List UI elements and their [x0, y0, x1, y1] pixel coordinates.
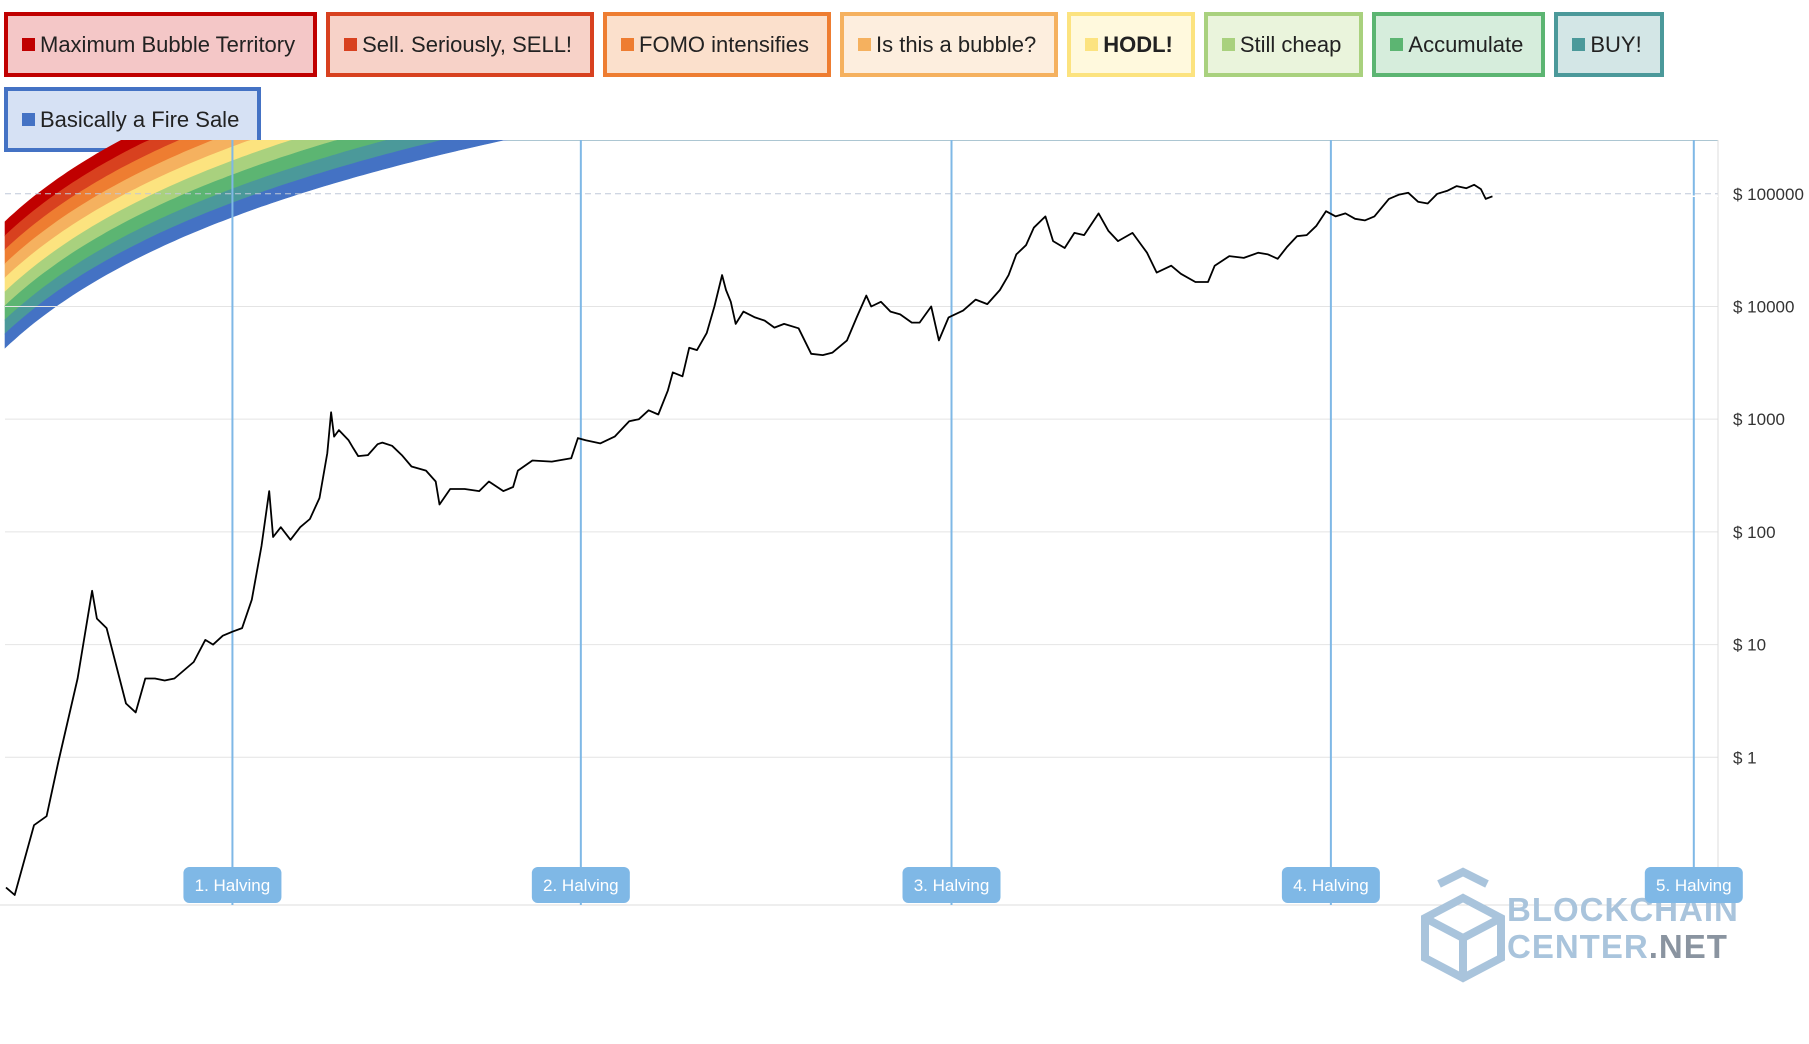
legend-swatch — [1221, 38, 1235, 51]
y-tick-label: $ 10000 — [1733, 297, 1794, 316]
legend-item-6[interactable]: Accumulate — [1372, 12, 1546, 77]
y-tick-label: $ 1 — [1733, 748, 1757, 767]
y-tick-label: $ 1000 — [1733, 410, 1785, 429]
watermark-logo: BLOCKCHAIN CENTER.NET — [1421, 867, 1738, 983]
legend-swatch — [857, 38, 871, 51]
legend-label: HODL! — [1103, 31, 1173, 57]
halving-label: 3. Halving — [914, 876, 990, 895]
legend-swatch — [1390, 38, 1404, 51]
band-6 — [4, 140, 1718, 321]
legend-label: Is this a bubble? — [875, 31, 1037, 57]
halving-lines — [231, 140, 1695, 905]
legend-label: BUY! — [1590, 31, 1642, 57]
watermark-line2b: .NET — [1649, 928, 1728, 965]
grid — [0, 140, 1719, 906]
watermark-line2a: CENTER — [1507, 928, 1649, 965]
legend-label: Accumulate — [1408, 31, 1524, 57]
legend-label: FOMO intensifies — [639, 31, 809, 57]
legend-label: Sell. Seriously, SELL! — [362, 31, 573, 57]
halving-badge — [1281, 867, 1380, 903]
legend-swatch — [621, 38, 635, 51]
legend-label: Still cheap — [1239, 31, 1342, 57]
legend: Maximum Bubble Territory Sell. Seriously,… — [4, 12, 1684, 152]
y-tick-label: $ 10 — [1733, 636, 1766, 655]
y-tick-label: $ 100000 — [1733, 185, 1804, 204]
halving-badge — [183, 867, 282, 903]
legend-label: Maximum Bubble Territory — [40, 31, 296, 57]
blockchain-cube-icon — [1421, 867, 1505, 983]
legend-item-0[interactable]: Maximum Bubble Territory — [4, 12, 318, 77]
legend-swatch — [1085, 38, 1099, 51]
legend-item-4[interactable]: HODL! — [1067, 12, 1195, 77]
halving-label: 4. Halving — [1293, 876, 1369, 895]
svg-text:CENTER.NET: CENTER.NET — [1507, 928, 1728, 965]
y-tick-label: $ 100 — [1733, 523, 1776, 542]
halving-label: 5. Halving — [1656, 876, 1732, 895]
legend-swatch — [22, 38, 35, 51]
legend-swatch — [22, 113, 35, 126]
legend-item-5[interactable]: Still cheap — [1203, 12, 1364, 77]
halving-labels: 1. Halving 2. Halving 3. Halving 4. Halving… — [183, 867, 1743, 903]
legend-item-3[interactable]: Is this a bubble? — [839, 12, 1059, 77]
halving-badge — [902, 867, 1001, 903]
halving-badge — [1644, 867, 1743, 903]
price-series — [5, 183, 1718, 896]
rainbow-chart: BLOCKCHAIN CENTER.NET 1. Halving 2. Halvi… — [0, 140, 1804, 983]
legend-item-7[interactable]: BUY! — [1554, 12, 1664, 77]
legend-item-1[interactable]: Sell. Seriously, SELL! — [326, 12, 595, 77]
halving-badge — [531, 867, 630, 903]
rainbow-bands — [4, 140, 1718, 349]
legend-swatch — [344, 38, 358, 51]
halving-label: 2. Halving — [543, 876, 619, 895]
band-2 — [4, 140, 1718, 265]
y-axis-ticks: $ 1 $ 10 $ 100 $ 1000 $ 10000 $ 100000 — [1733, 185, 1804, 768]
legend-label: Basically a Fire Sale — [40, 106, 240, 132]
legend-item-2[interactable]: FOMO intensifies — [603, 12, 831, 77]
legend-swatch — [1572, 38, 1586, 51]
price-line — [5, 183, 1493, 896]
halving-label: 1. Halving — [195, 876, 271, 895]
